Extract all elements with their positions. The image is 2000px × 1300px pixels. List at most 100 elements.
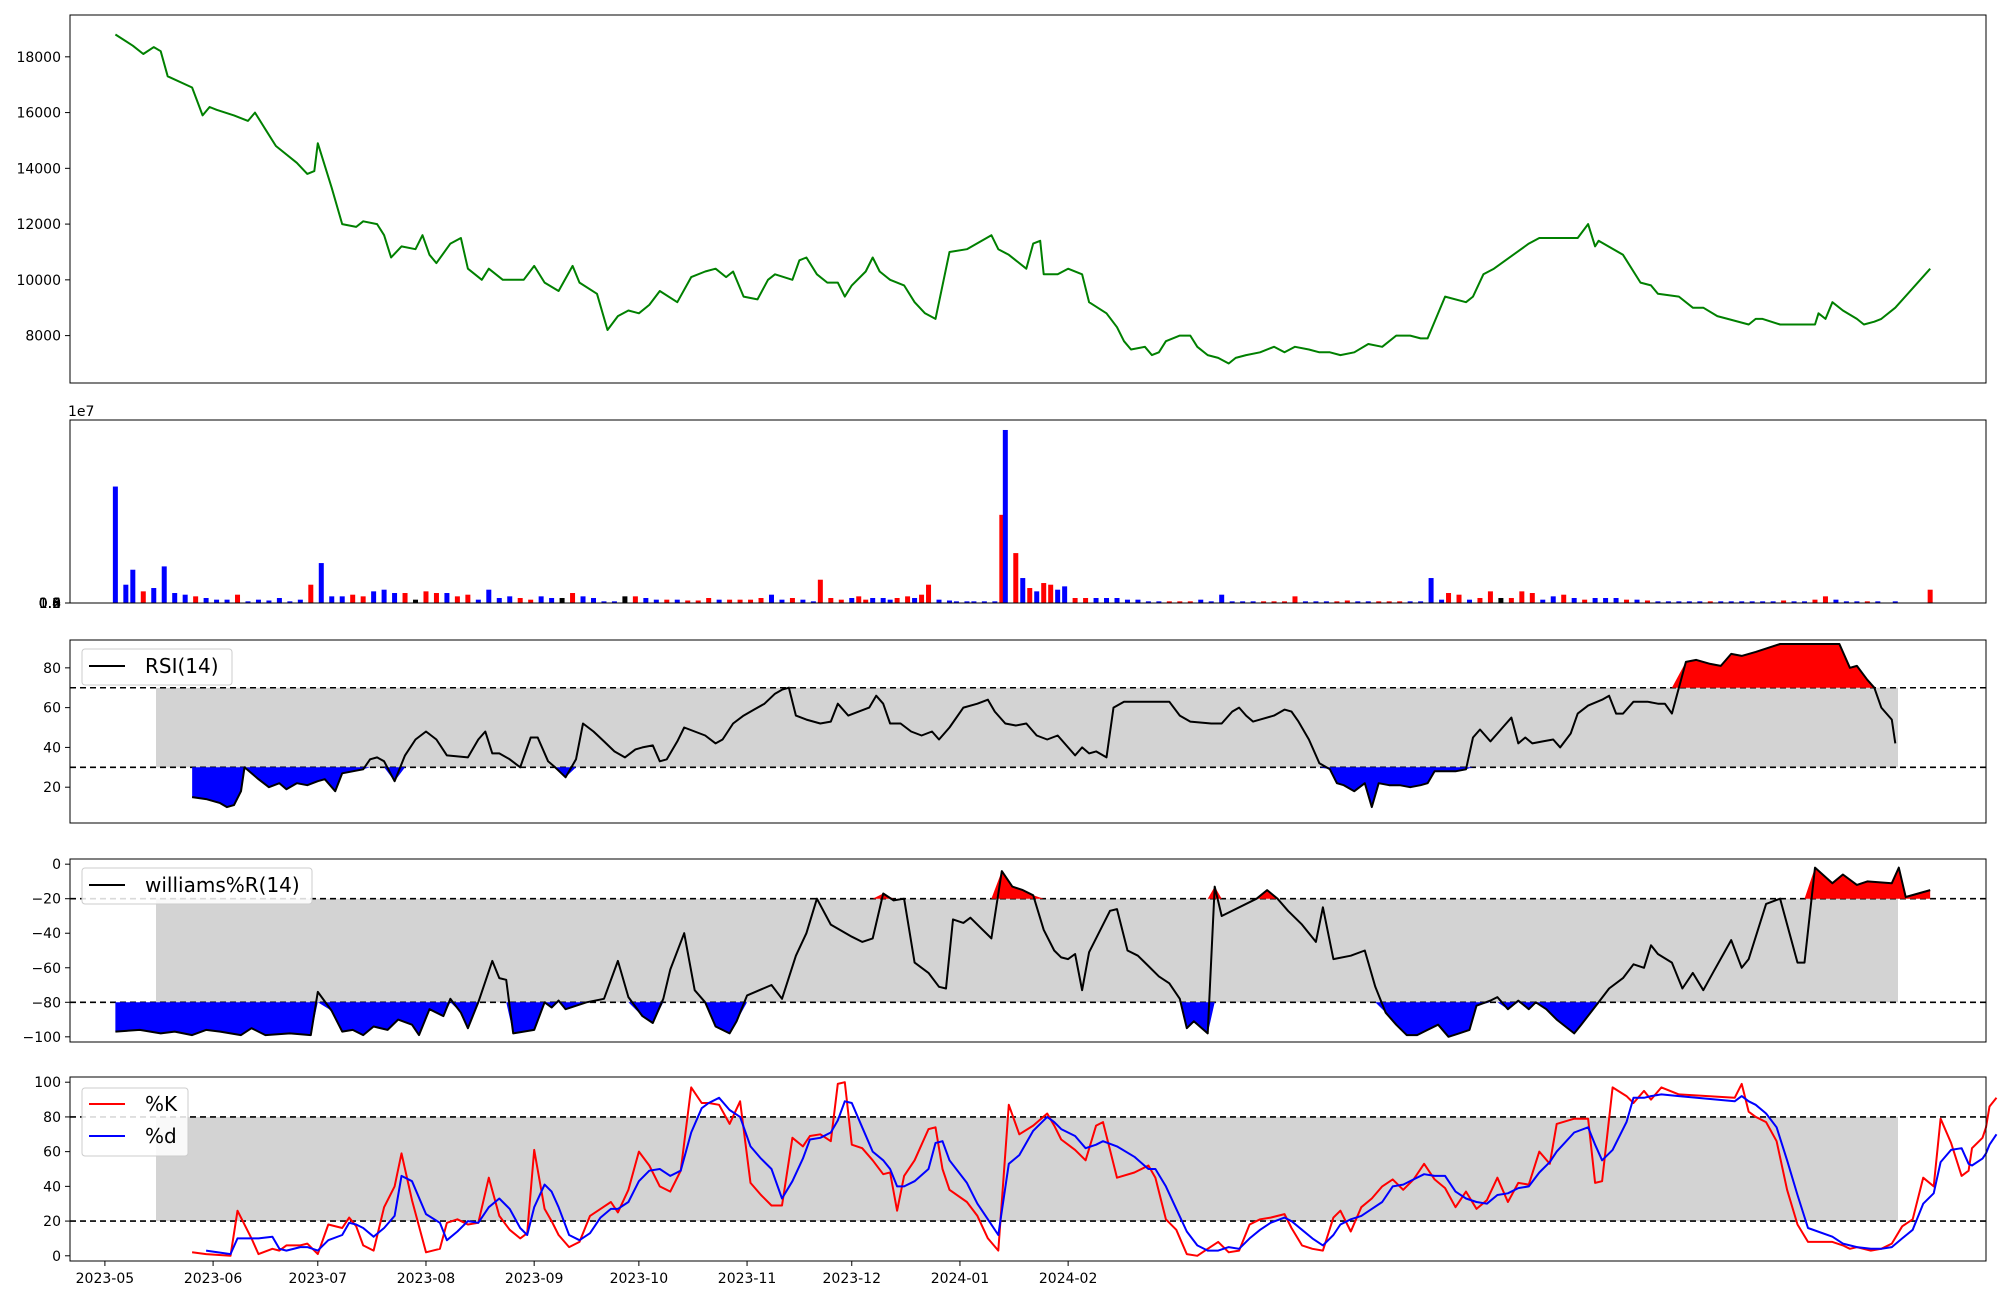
volume-bar	[716, 599, 722, 603]
volume-bar	[486, 589, 492, 603]
volume-bar	[1250, 601, 1256, 603]
y-tick-label: 16000	[16, 106, 61, 122]
volume-bar	[350, 594, 356, 603]
y-tick-label: 0.2	[39, 596, 61, 612]
volume-bar	[1508, 598, 1514, 603]
volume-bar	[1833, 599, 1839, 603]
volume-bar	[1540, 599, 1546, 603]
y-tick-label: 8000	[25, 329, 61, 345]
x-tick-label: 2023-12	[823, 1271, 882, 1287]
volume-bar	[849, 598, 855, 603]
volume-bar	[266, 600, 272, 603]
volume-bar	[151, 588, 157, 603]
volume-bar	[1002, 429, 1008, 603]
volume-bar	[413, 599, 419, 603]
volume-bar	[433, 593, 439, 603]
volume-bar	[1386, 601, 1392, 603]
volume-bar	[1124, 599, 1130, 603]
volume-bar	[1145, 601, 1151, 603]
volume-bar	[235, 594, 241, 603]
volume-bar	[1208, 601, 1214, 603]
volume-bar	[1072, 598, 1078, 603]
volume-bar	[1282, 601, 1288, 603]
volume-bar	[1027, 588, 1033, 603]
volume-bar	[371, 591, 377, 603]
neutral-band	[156, 1116, 1898, 1222]
volume-bar	[570, 593, 576, 603]
volume-bar	[601, 601, 607, 603]
volume-bar	[538, 596, 544, 603]
y-tick-label: 0.0	[39, 596, 61, 612]
volume-bar	[1407, 601, 1413, 603]
volume-bar	[1177, 601, 1183, 603]
volume-bar	[454, 596, 460, 603]
volume-bar	[1313, 601, 1319, 603]
volume-bar	[880, 598, 886, 603]
volume-bar	[779, 599, 785, 603]
y-tick-label: 60	[43, 701, 61, 717]
volume-bar	[838, 599, 844, 603]
volume-bar	[1927, 589, 1933, 603]
volume-bar	[643, 598, 649, 603]
volume-bar	[444, 593, 450, 603]
volume-bar	[1456, 594, 1462, 603]
volume-bar	[1592, 598, 1598, 603]
axes-frame	[69, 14, 1987, 384]
rsi-legend-label: RSI(14)	[145, 654, 219, 678]
volume-bar	[123, 584, 129, 603]
volume-bar	[549, 598, 555, 603]
volume-bar	[685, 600, 691, 603]
x-tick-label: 2023-08	[397, 1271, 456, 1287]
volume-bar	[161, 566, 167, 603]
volume-bar	[946, 600, 952, 603]
volume-bar	[182, 594, 188, 603]
volume-bar	[992, 601, 998, 603]
volume-bar	[737, 599, 743, 603]
y-tick-label: 0	[52, 857, 61, 873]
volume-bar	[863, 599, 869, 603]
volume-bar	[1302, 601, 1308, 603]
y-tick-label: 14000	[16, 161, 61, 177]
volume-bar	[475, 599, 481, 603]
volume-bar	[1487, 591, 1493, 603]
volume-bar	[1355, 601, 1361, 603]
d-line	[205, 1093, 1998, 1256]
volume-bar	[1135, 599, 1141, 603]
volume-bar	[1854, 601, 1860, 603]
volume-bar	[1055, 589, 1061, 603]
volume-bar	[828, 598, 834, 603]
volume-bar	[1229, 601, 1235, 603]
x-tick-label: 2023-05	[76, 1271, 135, 1287]
volume-bar	[1529, 593, 1535, 603]
volume-bar	[953, 601, 959, 603]
price-panel: 8000 10000 12000 14000 16000 18000	[16, 14, 1987, 384]
volume-bar	[894, 598, 900, 603]
y-tick-label: −80	[31, 995, 61, 1011]
volume-bar	[1728, 601, 1734, 603]
volume-bar	[1093, 598, 1099, 603]
volume-bar	[919, 594, 925, 603]
volume-bar	[1156, 601, 1162, 603]
stochastic-legend: %K %d	[81, 1087, 189, 1157]
stochastic-legend-k-label: %K	[145, 1092, 178, 1116]
volume-bar	[1062, 586, 1068, 603]
williams-legend: williams%R(14)	[81, 867, 313, 905]
volume-bar	[964, 601, 970, 603]
volume-bar	[912, 598, 918, 603]
y-tick-label: 80	[43, 661, 61, 677]
plot-area	[70, 15, 1986, 383]
volume-bar	[381, 589, 387, 603]
volume-bar	[224, 599, 230, 603]
overbought-fill	[872, 867, 1931, 899]
volume-bar	[695, 600, 701, 603]
volume-bar	[1376, 601, 1382, 603]
volume-bar	[1334, 601, 1340, 603]
volume-bar	[1875, 601, 1881, 603]
volume-bar	[1365, 601, 1371, 603]
volume-bar	[287, 601, 293, 603]
neutral-band	[156, 687, 1898, 768]
x-tick-label: 2023-10	[610, 1271, 669, 1287]
volume-bar	[1760, 601, 1766, 603]
volume-bar	[800, 599, 806, 603]
volume-bar	[112, 486, 118, 603]
